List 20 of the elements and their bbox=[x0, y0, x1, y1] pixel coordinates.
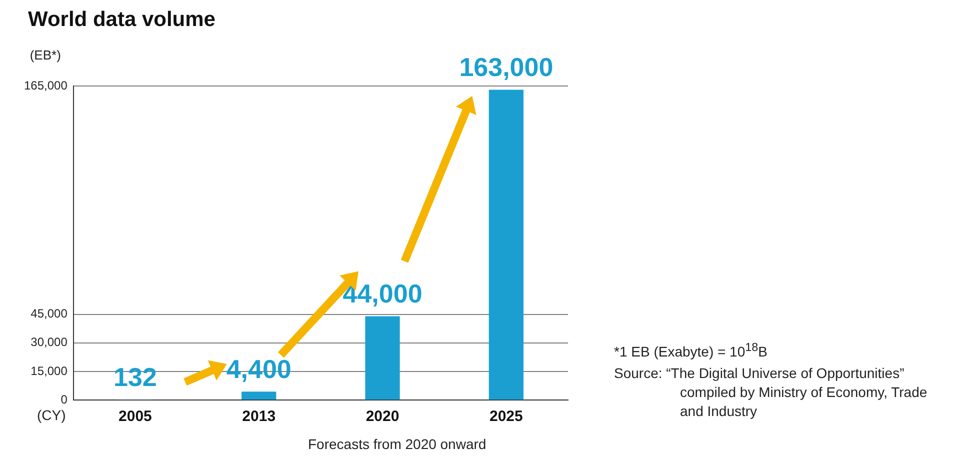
y-tick-label: 165,000 bbox=[24, 78, 68, 92]
text: *1 EB (Exabyte) = 10$^{18}$B bbox=[614, 340, 768, 362]
bar bbox=[488, 90, 524, 400]
y-tick-label: 15,000 bbox=[30, 364, 68, 378]
x-tick-label: 2020 bbox=[366, 408, 400, 426]
y-tick-label: 0 bbox=[60, 392, 68, 406]
y-tick-label: 45,000 bbox=[30, 306, 68, 321]
bar bbox=[242, 392, 276, 400]
source-note: Source: “The Digital Universe of Opportunities” compiled by Ministry of Economy, Trade and Industry bbox=[614, 364, 928, 421]
data-label: 163,000 bbox=[459, 52, 554, 82]
x-tick-label: 2005 bbox=[118, 408, 152, 426]
x-tick-label: 2013 bbox=[242, 408, 276, 426]
y-axis-title: (EB*) bbox=[30, 48, 61, 63]
data-label: 44,000 bbox=[342, 278, 422, 308]
bar bbox=[365, 316, 400, 400]
text: Forecasts from 2020 onward bbox=[308, 436, 486, 452]
x-tick-label: 2025 bbox=[489, 408, 523, 426]
y-tick-label: 30,000 bbox=[30, 335, 68, 350]
x-axis-title: (CY) bbox=[36, 406, 66, 423]
chart-title: World data volume bbox=[28, 8, 216, 32]
